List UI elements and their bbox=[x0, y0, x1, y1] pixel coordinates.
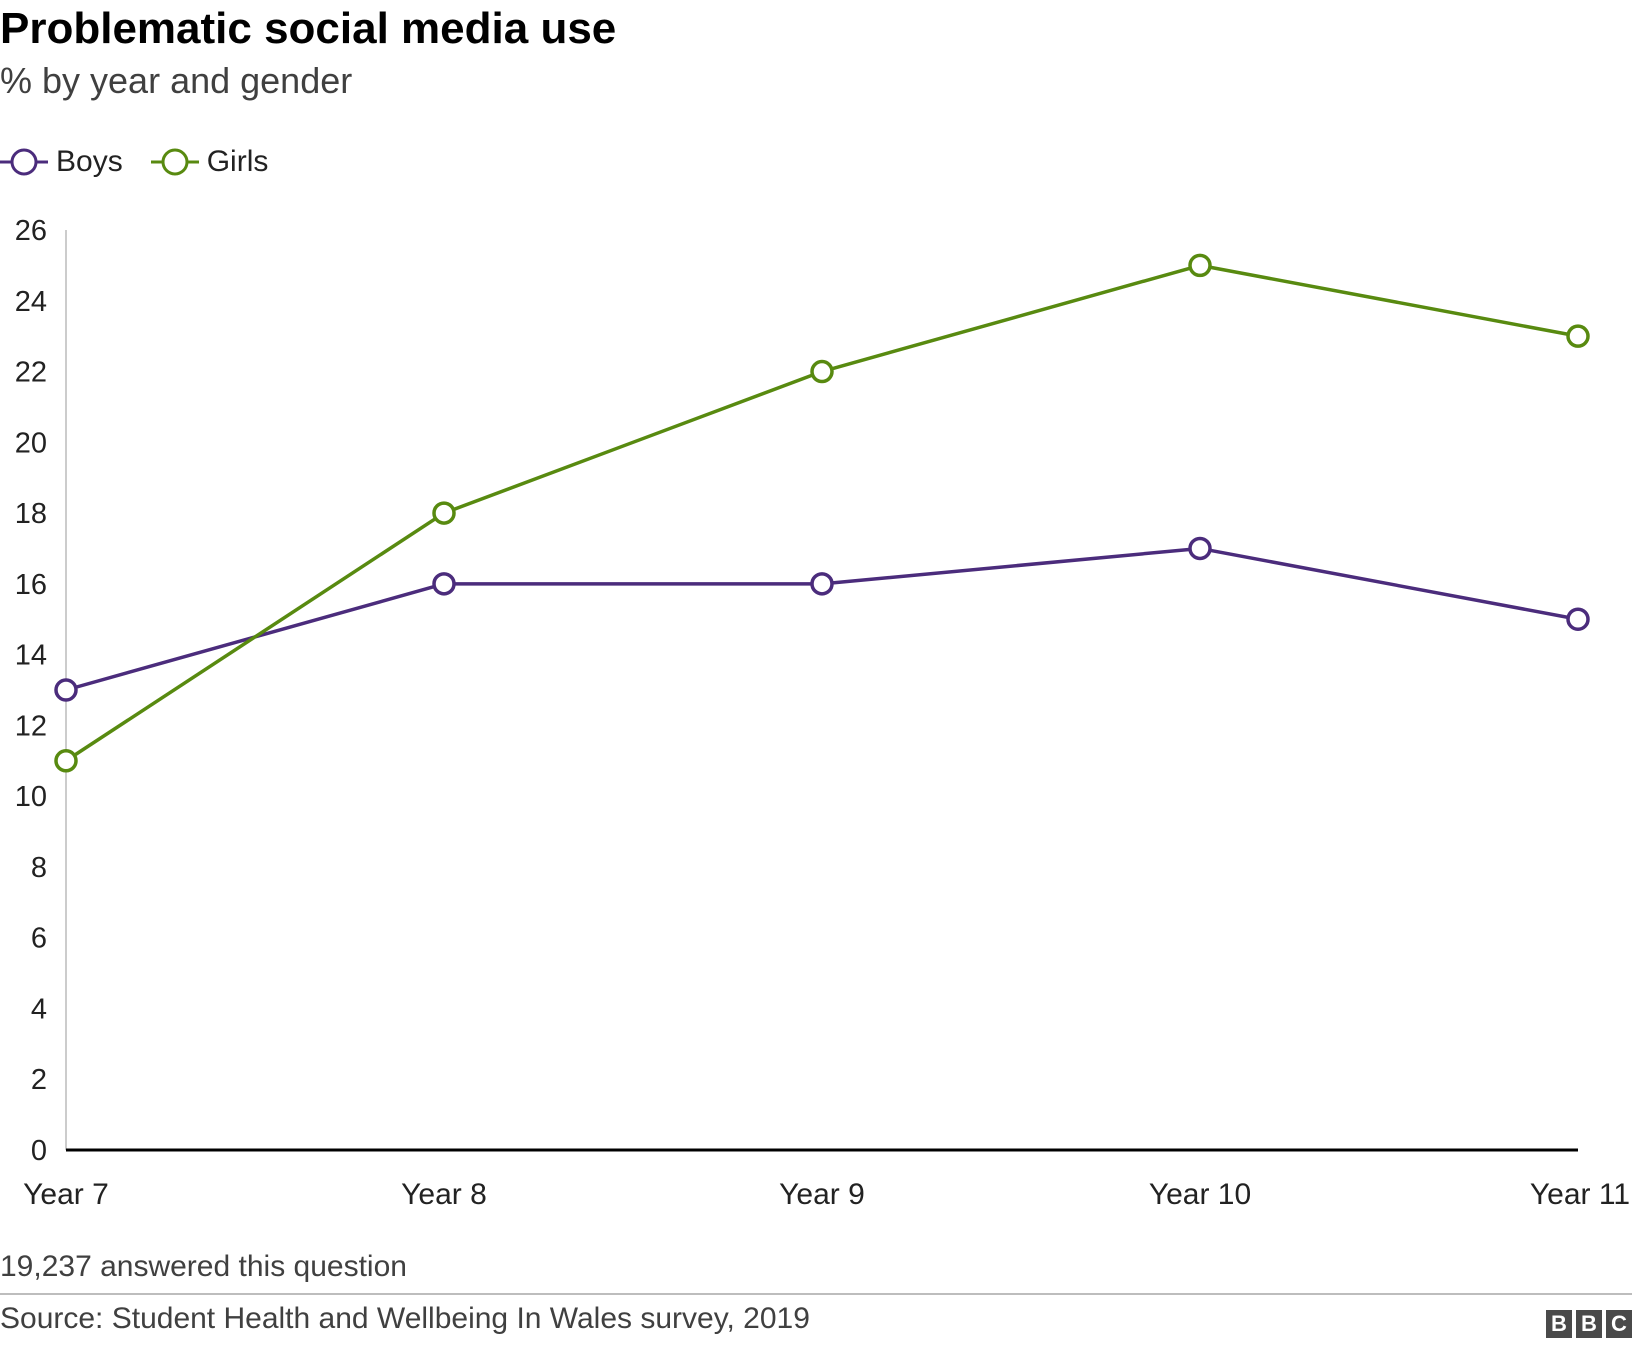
y-tick-label: 20 bbox=[15, 427, 47, 459]
y-tick-label: 24 bbox=[15, 286, 47, 318]
data-point-girls bbox=[810, 359, 834, 384]
x-tick-label: Year 11 bbox=[1530, 1178, 1630, 1211]
legend-label-boys: Boys bbox=[56, 145, 123, 178]
logo-letter: B bbox=[1546, 1310, 1572, 1338]
data-point-boys bbox=[1566, 607, 1590, 631]
y-tick-label: 2 bbox=[31, 1064, 47, 1096]
y-tick-label: 10 bbox=[15, 781, 47, 813]
legend-item-girls: Girls bbox=[150, 140, 269, 184]
source-text: Source: Student Health and Wellbeing In … bbox=[0, 1302, 810, 1335]
data-point-girls bbox=[1566, 324, 1590, 348]
chart-subtitle: % by year and gender bbox=[0, 60, 353, 101]
logo-letter: B bbox=[1576, 1310, 1602, 1338]
x-tick-label: Year 7 bbox=[23, 1178, 109, 1211]
series-line-girls bbox=[65, 263, 1579, 763]
data-point-boys bbox=[810, 572, 834, 596]
footer-divider bbox=[0, 1293, 1632, 1295]
data-point-boys bbox=[432, 572, 456, 596]
y-tick-label: 26 bbox=[15, 215, 47, 247]
series-line-boys bbox=[65, 546, 1579, 692]
x-tick-label: Year 8 bbox=[401, 1178, 487, 1211]
y-tick-label: 12 bbox=[15, 710, 47, 742]
x-tick-label: Year 9 bbox=[779, 1178, 865, 1211]
response-count-note: 19,237 answered this question bbox=[0, 1250, 407, 1283]
x-tick-label: Year 10 bbox=[1149, 1178, 1251, 1211]
logo-letter: C bbox=[1606, 1310, 1632, 1338]
y-tick-label: 8 bbox=[31, 852, 47, 884]
data-point-girls bbox=[432, 501, 456, 525]
y-tick-label: 18 bbox=[15, 498, 47, 530]
data-point-boys bbox=[1188, 536, 1212, 561]
legend-label-girls: Girls bbox=[206, 145, 269, 178]
y-tick-label: 16 bbox=[15, 569, 47, 601]
legend-item-boys: Boys bbox=[0, 140, 123, 184]
data-point-girls bbox=[54, 749, 78, 773]
chart-title: Problematic social media use bbox=[0, 4, 617, 53]
bbc-logo: B B C bbox=[1542, 1310, 1632, 1338]
legend-marker-boys bbox=[0, 148, 48, 176]
y-tick-label: 22 bbox=[15, 357, 47, 389]
y-tick-label: 4 bbox=[31, 993, 47, 1025]
data-point-girls bbox=[1188, 253, 1212, 278]
y-tick-label: 6 bbox=[31, 923, 47, 955]
y-tick-label: 0 bbox=[31, 1135, 47, 1167]
legend: Boys Girls bbox=[0, 140, 296, 184]
legend-marker-girls bbox=[150, 148, 199, 176]
y-tick-label: 14 bbox=[15, 640, 47, 672]
data-point-boys bbox=[54, 678, 78, 702]
